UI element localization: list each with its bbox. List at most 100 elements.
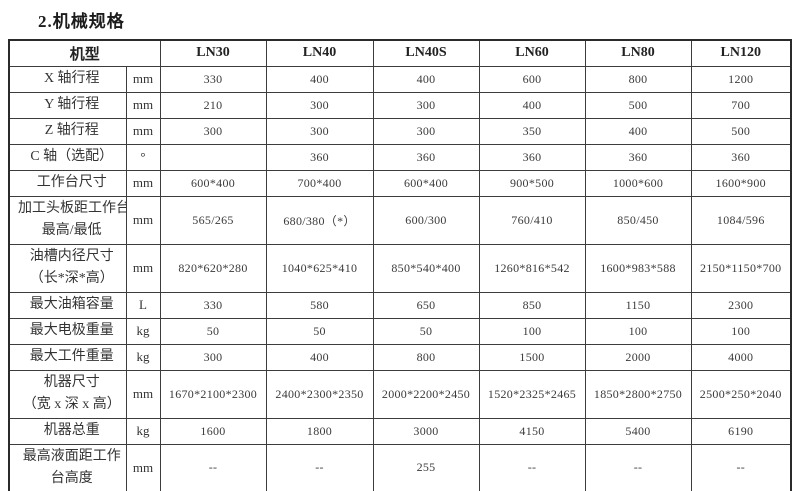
cell-value: 600/300 xyxy=(372,195,480,245)
cell-value: 1520*2325*2465 xyxy=(478,369,586,419)
cell-value: 1084/596 xyxy=(690,195,792,245)
table-row: 加工头板距工作台 最高/最低 mm 565/265 680/380（*） 600/300 7… xyxy=(8,195,792,245)
cell-value: 5400 xyxy=(584,417,692,445)
table-row: 最大工件重量 kg 300 400 800 1500 2000 4000 xyxy=(8,343,792,371)
table-row: 机器总重 kg 1600 1800 3000 4150 5400 6190 xyxy=(8,417,792,445)
cell-value: 300 xyxy=(159,343,267,371)
cell-value: 300 xyxy=(265,117,374,145)
cell-value: 100 xyxy=(690,317,792,345)
row-unit: mm xyxy=(125,65,161,93)
cell-value: 500 xyxy=(584,91,692,119)
row-unit: kg xyxy=(125,343,161,371)
row-label: 最大工件重量 xyxy=(8,343,127,371)
cell-value: 300 xyxy=(372,117,480,145)
cell-value: 565/265 xyxy=(159,195,267,245)
row-label: 最大电极重量 xyxy=(8,317,127,345)
cell-value: 1600*900 xyxy=(690,169,792,197)
header-row: 机型 LN30 LN40 LN40S LN60 LN80 LN120 xyxy=(8,39,792,67)
cell-value: 100 xyxy=(478,317,586,345)
row-label: Z 轴行程 xyxy=(8,117,127,145)
cell-value: 3000 xyxy=(372,417,480,445)
cell-value: 800 xyxy=(584,65,692,93)
cell-value: 1800 xyxy=(265,417,374,445)
cell-value: 300 xyxy=(159,117,267,145)
row-label: 油槽内径尺寸 （长*深*高） xyxy=(8,243,127,293)
cell-value: 300 xyxy=(372,91,480,119)
row-unit: mm xyxy=(125,169,161,197)
cell-value: 2300 xyxy=(690,291,792,319)
header-model-label: 机型 xyxy=(8,39,161,67)
table-row: 机器尺寸 （宽 x 深 x 高） mm 1670*2100*2300 2400*2300… xyxy=(8,369,792,419)
cell-value: 1600*983*588 xyxy=(584,243,692,293)
cell-value: 500 xyxy=(690,117,792,145)
cell-value: 400 xyxy=(478,91,586,119)
cell-value: 700*400 xyxy=(265,169,374,197)
header-model-ln40: LN40 xyxy=(265,39,374,67)
row-label: 机器尺寸 （宽 x 深 x 高） xyxy=(8,369,127,419)
cell-value: 2000 xyxy=(584,343,692,371)
cell-value: 850 xyxy=(478,291,586,319)
cell-value: 400 xyxy=(372,65,480,93)
cell-value: 360 xyxy=(478,143,586,171)
row-unit: kg xyxy=(125,317,161,345)
cell-value: 1200 xyxy=(690,65,792,93)
table-row: Z 轴行程 mm 300 300 300 350 400 500 xyxy=(8,117,792,145)
row-unit: mm xyxy=(125,243,161,293)
cell-value: 900*500 xyxy=(478,169,586,197)
cell-value: 1260*816*542 xyxy=(478,243,586,293)
cell-value: 2500*250*2040 xyxy=(690,369,792,419)
row-label: 机器总重 xyxy=(8,417,127,445)
page-title: 2.机械规格 xyxy=(38,12,125,31)
row-unit: mm xyxy=(125,195,161,245)
header-model-ln60: LN60 xyxy=(478,39,586,67)
row-unit: ° xyxy=(125,143,161,171)
cell-value: 330 xyxy=(159,65,267,93)
cell-value: -- xyxy=(584,443,692,491)
cell-value: 6190 xyxy=(690,417,792,445)
cell-value: 360 xyxy=(265,143,374,171)
row-label: 最高液面距工作 台高度 xyxy=(8,443,127,491)
header-model-ln80: LN80 xyxy=(584,39,692,67)
cell-value: 2150*1150*700 xyxy=(690,243,792,293)
row-unit: mm xyxy=(125,443,161,491)
cell-value: 4150 xyxy=(478,417,586,445)
table-row: C 轴（选配） ° 360 360 360 360 360 xyxy=(8,143,792,171)
cell-value: 580 xyxy=(265,291,374,319)
cell-value: 210 xyxy=(159,91,267,119)
spec-sheet-page: 2.机械规格 机型 LN30 LN40 LN40S LN60 LN80 LN12… xyxy=(0,7,800,491)
row-label: 工作台尺寸 xyxy=(8,169,127,197)
header-model-ln120: LN120 xyxy=(690,39,792,67)
cell-value: 400 xyxy=(265,343,374,371)
cell-value: 1150 xyxy=(584,291,692,319)
cell-value: 330 xyxy=(159,291,267,319)
cell-value xyxy=(159,143,267,171)
row-label: X 轴行程 xyxy=(8,65,127,93)
row-unit: mm xyxy=(125,369,161,419)
table-row: 最大电极重量 kg 50 50 50 100 100 100 xyxy=(8,317,792,345)
cell-value: 4000 xyxy=(690,343,792,371)
cell-value: -- xyxy=(478,443,586,491)
cell-value: -- xyxy=(690,443,792,491)
cell-value: 600*400 xyxy=(159,169,267,197)
table-row: 最高液面距工作 台高度 mm -- -- 255 -- -- -- xyxy=(8,443,792,491)
cell-value: 650 xyxy=(372,291,480,319)
spec-table-body: X 轴行程 mm 330 400 400 600 800 1200 Y 轴行程 mm 210 300 3… xyxy=(8,65,792,491)
row-label: 加工头板距工作台 最高/最低 xyxy=(8,195,127,245)
cell-value: 350 xyxy=(478,117,586,145)
cell-value: 255 xyxy=(372,443,480,491)
cell-value: 400 xyxy=(584,117,692,145)
row-unit: mm xyxy=(125,91,161,119)
cell-value: 1500 xyxy=(478,343,586,371)
header-model-ln30: LN30 xyxy=(159,39,267,67)
cell-value: 820*620*280 xyxy=(159,243,267,293)
cell-value: 850/450 xyxy=(584,195,692,245)
cell-value: 50 xyxy=(159,317,267,345)
table-row: X 轴行程 mm 330 400 400 600 800 1200 xyxy=(8,65,792,93)
cell-value: 700 xyxy=(690,91,792,119)
row-unit: mm xyxy=(125,117,161,145)
cell-value: 50 xyxy=(372,317,480,345)
cell-value: 400 xyxy=(265,65,374,93)
header-model-ln40s: LN40S xyxy=(372,39,480,67)
cell-value: 1000*600 xyxy=(584,169,692,197)
cell-value: 1600 xyxy=(159,417,267,445)
